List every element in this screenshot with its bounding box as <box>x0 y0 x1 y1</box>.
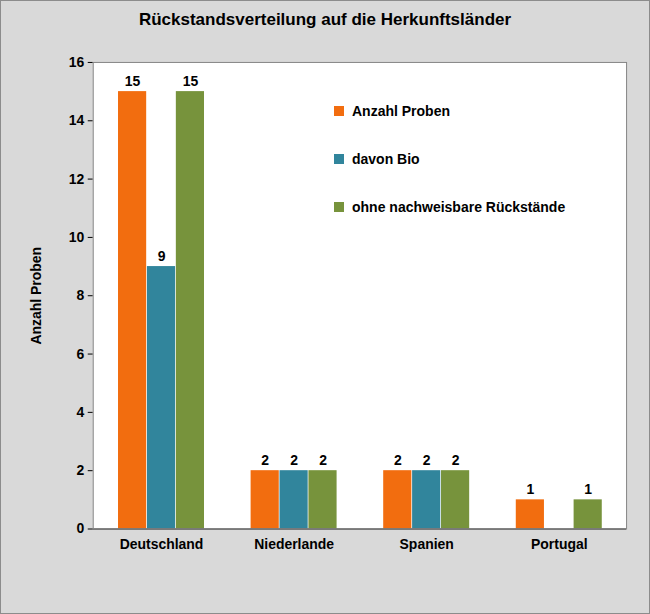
svg-text:2: 2 <box>423 452 431 468</box>
svg-text:Niederlande: Niederlande <box>254 536 334 552</box>
svg-text:9: 9 <box>158 248 166 264</box>
svg-text:2: 2 <box>452 452 460 468</box>
html-text:ohne nachweisbare Rückstände: ohne nachweisbare Rückstände <box>352 199 566 215</box>
html-text:Anzahl Proben: Anzahl Proben <box>352 103 450 119</box>
html-text:Rückstandsverteilung auf die H: Rückstandsverteilung auf die Herkunftslä… <box>138 10 512 29</box>
svg-text:2: 2 <box>290 452 298 468</box>
svg-text:2: 2 <box>261 452 269 468</box>
svg-text:2: 2 <box>76 462 84 478</box>
svg-text:15: 15 <box>125 73 141 89</box>
svg-text:4: 4 <box>76 404 84 420</box>
svg-text:Deutschland: Deutschland <box>120 536 204 552</box>
svg-text:Anzahl Proben: Anzahl Proben <box>28 247 44 345</box>
svg-text:0: 0 <box>76 520 84 536</box>
svg-text:Spanien: Spanien <box>400 536 454 552</box>
svg-text:2: 2 <box>394 452 402 468</box>
svg-text:16: 16 <box>69 54 85 70</box>
svg-text:15: 15 <box>183 73 199 89</box>
svg-text:2: 2 <box>319 452 327 468</box>
svg-text:1: 1 <box>526 481 534 497</box>
svg-text:8: 8 <box>76 287 84 303</box>
svg-text:12: 12 <box>69 171 85 187</box>
svg-text:1: 1 <box>584 481 592 497</box>
svg-text:Portugal: Portugal <box>531 536 588 552</box>
html-text:davon Bio: davon Bio <box>352 151 420 167</box>
svg-text:6: 6 <box>76 346 84 362</box>
svg-text:10: 10 <box>69 229 85 245</box>
svg-text:14: 14 <box>69 112 85 128</box>
